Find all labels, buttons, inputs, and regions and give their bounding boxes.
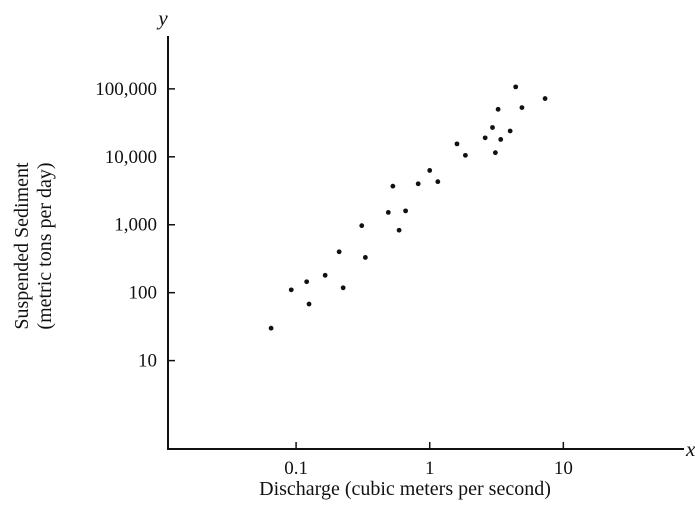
data-point [427,168,433,173]
y-axis-title-line2: (metric tons per day) [34,162,56,329]
y-tick-label: 10 [138,351,157,372]
y-axis-title-line1: Suspended Sediment [11,162,33,330]
y-tick-label: 1,000 [114,215,157,236]
data-point [495,106,501,112]
data-point [403,208,408,214]
x-tick-label: 10 [554,458,573,479]
ticks-layer: 0.1 1 10 10 100 1,000 10,000 100,000 [95,79,573,479]
data-point [482,135,488,141]
x-axis-title: Discharge (cubic meters per second) [259,478,551,500]
data-point [322,272,328,278]
data-point [362,255,368,260]
y-tick-label: 10,000 [105,147,157,168]
x-axis-letter: x [685,437,695,461]
data-point [268,325,274,331]
y-tick-label: 100 [129,283,158,304]
data-point [507,128,513,134]
data-point [359,223,365,229]
data-point [415,181,421,187]
data-point [288,287,294,293]
points-layer [268,84,548,331]
data-point [304,279,310,285]
data-point [492,150,498,156]
data-point [519,105,525,110]
data-point [490,125,495,130]
data-point [336,249,342,255]
data-point [513,84,519,90]
data-point [390,183,396,189]
data-point [396,227,402,233]
data-point [385,209,391,215]
data-point [463,152,468,158]
data-point [306,301,312,307]
data-point [454,141,460,147]
y-tick-label: 100,000 [95,79,157,100]
x-tick-label: 1 [425,458,435,479]
data-point [542,96,548,101]
data-point [340,285,346,291]
x-tick-label: 0.1 [284,458,308,479]
data-point [498,137,504,142]
y-axis-letter: y [156,6,168,30]
data-point [435,179,441,185]
